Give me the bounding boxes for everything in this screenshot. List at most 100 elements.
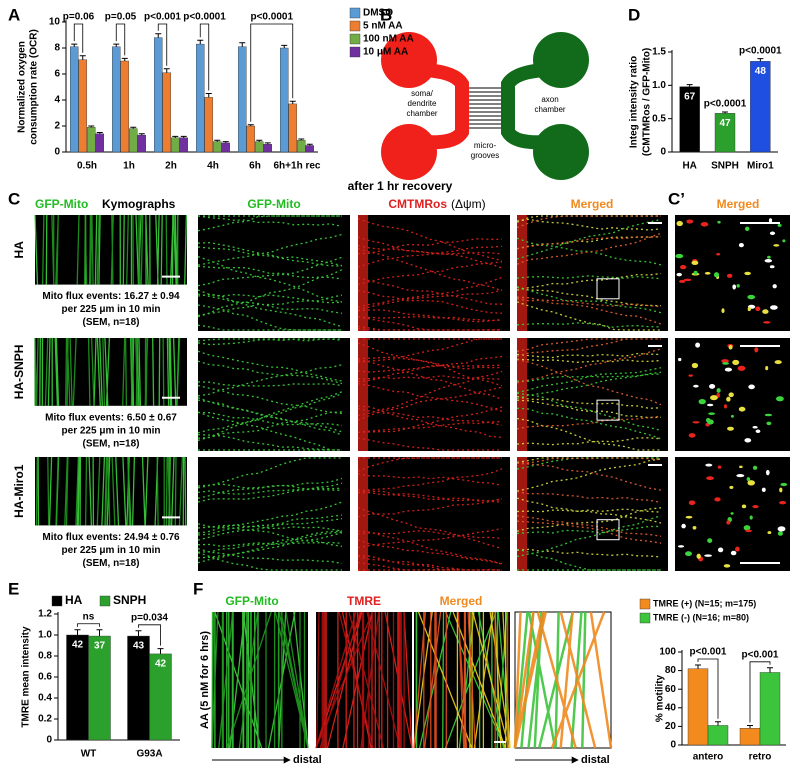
mito-blob — [675, 253, 684, 259]
mito-blob — [764, 413, 773, 417]
panel-letter: E — [8, 579, 19, 598]
row-label: HA-Miro1 — [12, 464, 26, 518]
micrograph-bg — [198, 457, 350, 571]
micrograph-texture — [211, 611, 309, 749]
mito-blob — [768, 218, 773, 223]
mito-blob — [726, 520, 731, 525]
y-tick-label: 1.5 — [652, 47, 666, 58]
bar — [263, 143, 272, 153]
bar — [162, 72, 171, 153]
y-tick-label: 20 — [665, 721, 677, 732]
mito-blob — [769, 231, 776, 236]
x-tick-label: HA — [682, 161, 696, 172]
mito-blob — [729, 485, 734, 489]
micrograph-texture — [315, 611, 405, 749]
micrograph-texture — [197, 215, 343, 331]
mito-blob — [766, 421, 772, 426]
axis-label: AA (5 nM for 6 hrs) — [199, 631, 211, 729]
mito-blob — [765, 365, 769, 371]
mito-blob — [707, 403, 714, 407]
y-axis-label: consumption rate (OCR) — [29, 29, 40, 145]
error-bar — [214, 139, 221, 142]
micrograph — [197, 215, 350, 331]
inset-box — [596, 519, 620, 541]
error-bar — [298, 138, 305, 141]
mito-blob — [713, 272, 720, 278]
mito-blob — [739, 465, 743, 469]
column-header: Merged — [717, 197, 760, 211]
error-bar — [722, 111, 728, 114]
mito-blob — [700, 222, 709, 227]
y-tick-label: 0 — [660, 147, 666, 158]
p-value: p<0.001 — [742, 649, 779, 660]
p-value: p<0.0001 — [704, 99, 747, 110]
error-bar — [79, 55, 86, 60]
panel-letter: B — [380, 5, 392, 24]
micrograph-bg — [517, 215, 668, 331]
micrograph — [315, 611, 413, 749]
error-bar — [96, 629, 103, 637]
row-label: HA-SNPH — [12, 345, 26, 400]
mito-blob — [736, 474, 745, 478]
mito-blob — [685, 551, 692, 557]
micrograph-texture — [516, 352, 662, 451]
error-bar — [222, 141, 229, 143]
error-bar — [121, 57, 128, 61]
column-header: GFP-Mito — [35, 197, 88, 211]
error-bar — [74, 629, 81, 635]
error-bar — [180, 135, 187, 138]
p-value: p<0.001 — [144, 12, 181, 23]
column-header: Merged — [571, 197, 614, 211]
mito-blob — [744, 271, 751, 276]
flux-text: per 225 μm in 10 min — [62, 304, 161, 315]
p-value: p<0.0001 — [250, 12, 293, 23]
significance-bracket — [749, 661, 771, 723]
n-label: 47 — [719, 118, 731, 129]
mito-blob — [752, 425, 758, 429]
micrograph-edge — [358, 338, 368, 451]
flux-text: (SEM, n=18) — [83, 438, 140, 449]
y-tick-label: 6 — [54, 69, 60, 80]
flux-text: Mito flux events: 6.50 ± 0.67 — [45, 412, 177, 423]
legend-swatch — [349, 7, 361, 19]
y-tick-label: 0.6 — [38, 672, 52, 683]
mito-blob — [683, 278, 692, 282]
mito-blob — [749, 515, 753, 520]
error-bar — [757, 58, 764, 62]
error-bar — [715, 721, 721, 726]
bar — [70, 46, 79, 153]
mito-blob — [677, 545, 685, 548]
error-bar — [113, 43, 120, 47]
legend-label: 10 μM AA — [363, 47, 408, 58]
column-header: GFP-Mito — [247, 197, 300, 211]
mito-blob — [732, 284, 737, 290]
mito-blob — [698, 398, 706, 405]
diagram-label: micro- — [474, 141, 497, 150]
p-value: p<0.0001 — [739, 45, 782, 56]
mito-blob — [692, 525, 697, 530]
x-tick-label: WT — [81, 749, 97, 760]
x-tick-label: antero — [693, 752, 724, 763]
column-header: (Δψm) — [451, 197, 486, 211]
mito-blob — [728, 392, 734, 398]
flux-text: per 225 μm in 10 min — [62, 425, 161, 436]
significance-bracket — [250, 23, 294, 122]
legend-label: SNPH — [113, 593, 146, 607]
mito-blob — [735, 546, 740, 552]
bar — [707, 725, 729, 746]
micrograph — [197, 338, 350, 451]
y-tick-label: 0.8 — [38, 651, 52, 662]
y-tick-label: 60 — [665, 684, 677, 695]
micrograph — [197, 457, 350, 571]
y-tick-label: 0 — [670, 740, 676, 751]
mito-blob — [695, 342, 701, 348]
significance-bracket — [77, 623, 100, 627]
y-tick-label: 0.2 — [38, 714, 52, 725]
mito-blob — [730, 512, 734, 515]
bar — [297, 140, 306, 153]
x-tick-label: 4h — [207, 161, 219, 172]
y-axis-label: Integ intensity ratio — [629, 56, 640, 148]
mito-blob — [779, 501, 787, 505]
column-header: GFP-Mito — [225, 594, 278, 608]
